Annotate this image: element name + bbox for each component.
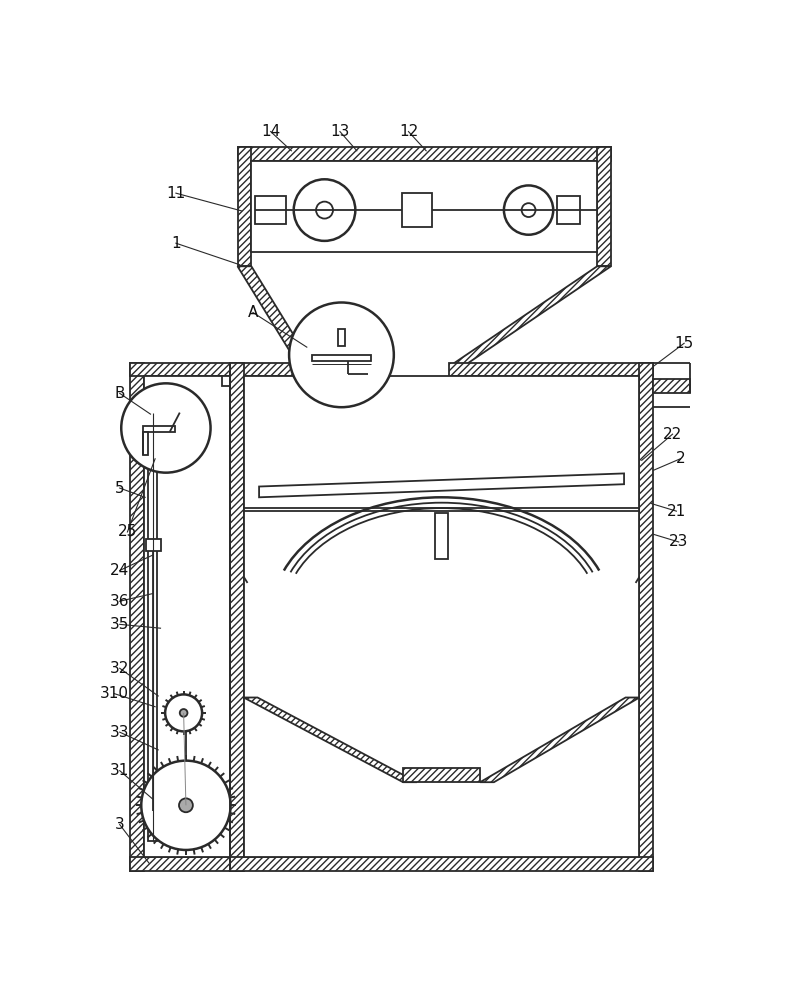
Polygon shape [449, 266, 611, 366]
Text: 25: 25 [118, 524, 137, 539]
Text: 32: 32 [110, 661, 130, 676]
Text: A: A [247, 305, 258, 320]
Bar [401, 193, 432, 227]
Polygon shape [259, 473, 624, 497]
Circle shape [165, 694, 202, 731]
Bar [238, 147, 611, 161]
Text: 35: 35 [110, 617, 130, 632]
Text: 5: 5 [115, 481, 124, 496]
Circle shape [289, 302, 394, 407]
Bar [143, 426, 175, 432]
Bar [230, 363, 243, 871]
Bar [654, 379, 690, 393]
Text: 14: 14 [261, 124, 280, 139]
Text: B: B [114, 386, 125, 401]
Bar [146, 539, 161, 551]
Text: 24: 24 [110, 563, 129, 578]
Bar [243, 376, 639, 857]
Bar [143, 376, 230, 857]
Circle shape [504, 185, 553, 235]
Text: 15: 15 [675, 336, 694, 351]
Bar [130, 363, 143, 871]
Circle shape [521, 203, 535, 217]
Bar [256, 196, 286, 224]
Circle shape [121, 383, 210, 473]
Text: 33: 33 [110, 725, 130, 740]
Text: 3: 3 [114, 817, 125, 832]
Text: 22: 22 [663, 427, 682, 442]
Bar [148, 413, 157, 841]
Bar [338, 329, 345, 346]
Circle shape [316, 202, 333, 219]
Text: 23: 23 [669, 534, 688, 549]
Bar [403, 768, 480, 782]
Text: 1: 1 [171, 236, 181, 251]
Bar [449, 363, 654, 376]
Text: 21: 21 [667, 504, 686, 519]
Bar [130, 857, 230, 871]
Bar [130, 363, 230, 376]
Polygon shape [480, 698, 639, 782]
Bar [222, 376, 230, 386]
Circle shape [293, 179, 355, 241]
Text: 11: 11 [166, 186, 185, 201]
Text: 31: 31 [110, 763, 130, 778]
Bar [557, 196, 580, 224]
Bar [435, 513, 447, 559]
Bar [251, 161, 597, 252]
Bar [143, 432, 148, 455]
Circle shape [179, 798, 193, 812]
Polygon shape [243, 698, 417, 782]
Bar [230, 857, 654, 871]
Bar [639, 363, 654, 871]
Circle shape [141, 761, 231, 850]
Bar [312, 355, 371, 361]
Polygon shape [238, 266, 313, 366]
Text: 13: 13 [330, 124, 350, 139]
Text: 310: 310 [100, 686, 129, 701]
Bar [597, 147, 611, 266]
Text: 2: 2 [675, 451, 685, 466]
Text: 12: 12 [399, 124, 418, 139]
Bar [230, 363, 299, 376]
Text: 36: 36 [110, 594, 130, 609]
Bar [243, 508, 639, 511]
Circle shape [180, 709, 188, 717]
Bar [238, 147, 251, 266]
